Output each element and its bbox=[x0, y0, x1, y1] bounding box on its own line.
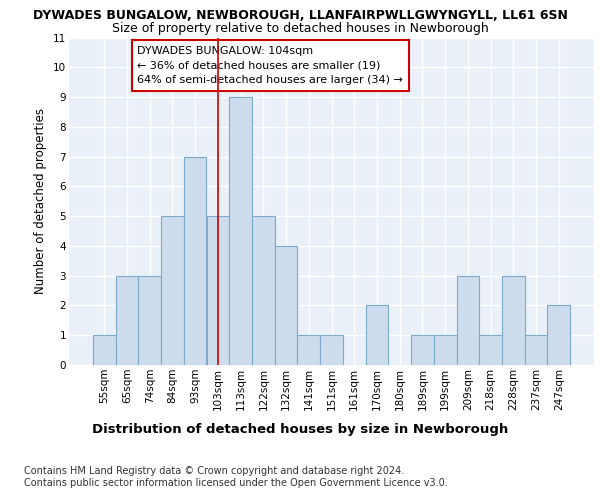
Bar bbox=[184, 156, 206, 365]
Text: Contains HM Land Registry data © Crown copyright and database right 2024.: Contains HM Land Registry data © Crown c… bbox=[24, 466, 404, 476]
Text: DYWADES BUNGALOW, NEWBOROUGH, LLANFAIRPWLLGWYNGYLL, LL61 6SN: DYWADES BUNGALOW, NEWBOROUGH, LLANFAIRPW… bbox=[32, 9, 568, 22]
Bar bbox=[206, 216, 229, 365]
Bar bbox=[275, 246, 298, 365]
Bar bbox=[457, 276, 479, 365]
Bar bbox=[320, 335, 343, 365]
Text: Contains public sector information licensed under the Open Government Licence v3: Contains public sector information licen… bbox=[24, 478, 448, 488]
Bar bbox=[365, 306, 388, 365]
Bar bbox=[229, 97, 252, 365]
Bar bbox=[502, 276, 524, 365]
Bar bbox=[479, 335, 502, 365]
Bar bbox=[298, 335, 320, 365]
Bar bbox=[411, 335, 434, 365]
Bar bbox=[434, 335, 457, 365]
Text: Distribution of detached houses by size in Newborough: Distribution of detached houses by size … bbox=[92, 422, 508, 436]
Text: Size of property relative to detached houses in Newborough: Size of property relative to detached ho… bbox=[112, 22, 488, 35]
Bar bbox=[139, 276, 161, 365]
Bar bbox=[252, 216, 275, 365]
Bar bbox=[116, 276, 139, 365]
Bar bbox=[93, 335, 116, 365]
Y-axis label: Number of detached properties: Number of detached properties bbox=[34, 108, 47, 294]
Text: DYWADES BUNGALOW: 104sqm
← 36% of detached houses are smaller (19)
64% of semi-d: DYWADES BUNGALOW: 104sqm ← 36% of detach… bbox=[137, 46, 403, 86]
Bar bbox=[524, 335, 547, 365]
Bar bbox=[161, 216, 184, 365]
Bar bbox=[547, 306, 570, 365]
